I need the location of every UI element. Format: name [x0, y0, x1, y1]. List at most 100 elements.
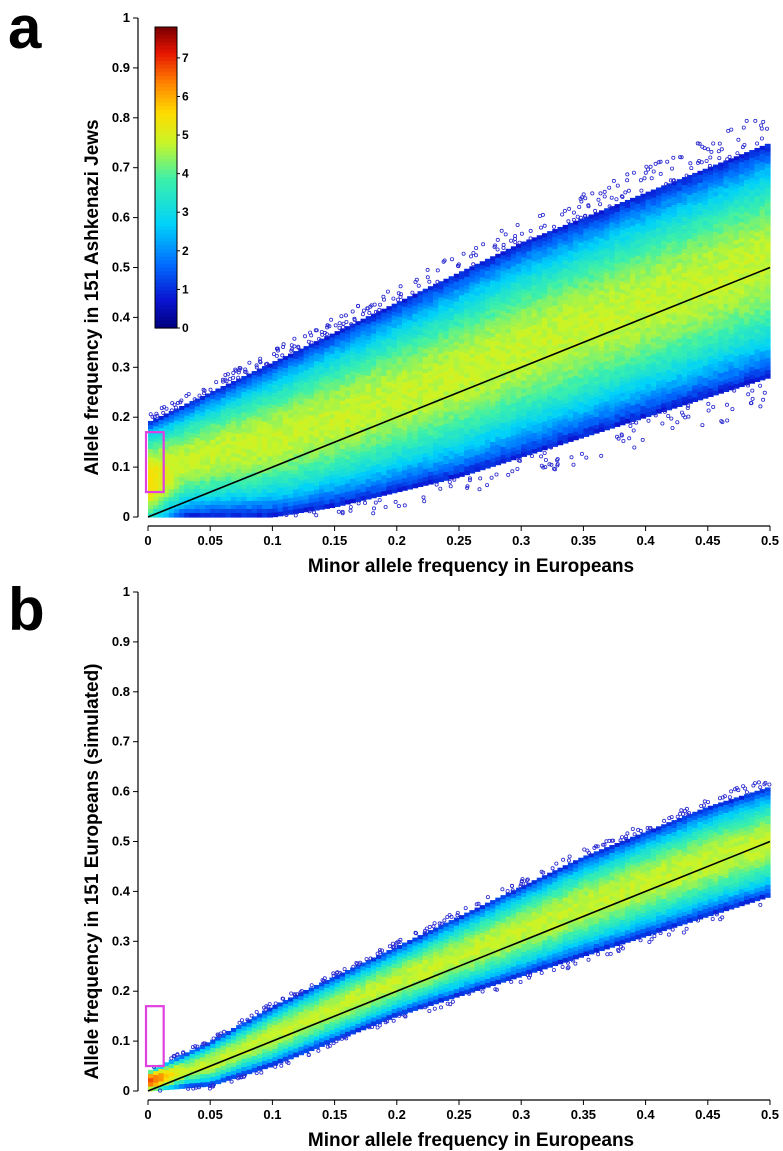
outlier-point [181, 1050, 186, 1055]
outlier-point [639, 188, 644, 193]
outlier-point [706, 147, 711, 152]
outlier-point [150, 414, 155, 419]
x-axis-title: Minor allele frequency in Europeans [308, 1130, 634, 1151]
y-tick-label: 0.6 [112, 210, 130, 225]
outlier-point [381, 297, 386, 302]
outlier-point [717, 141, 722, 146]
outlier-point [448, 1002, 453, 1007]
outlier-point [225, 372, 230, 377]
outlier-point [689, 166, 694, 171]
outlier-point [684, 173, 689, 178]
outlier-point [623, 190, 628, 195]
outlier-point [658, 931, 663, 936]
y-tick-label: 0.1 [112, 1033, 130, 1048]
y-axis-title: Allele frequency in 151 Ashkenazi Jews [82, 119, 103, 475]
outlier-point [569, 455, 574, 460]
outlier-point [355, 303, 360, 308]
outlier-point [620, 835, 625, 840]
outlier-point [377, 1023, 382, 1028]
outlier-point [645, 826, 650, 831]
outlier-point [356, 501, 361, 506]
outlier-point [668, 178, 673, 183]
outlier-point [495, 237, 500, 242]
outlier-point [348, 505, 353, 510]
outlier-point [495, 247, 500, 252]
outlier-point [615, 434, 620, 439]
outlier-point [302, 334, 307, 339]
outlier-point [515, 466, 520, 471]
y-tick-label: 0.2 [112, 983, 130, 998]
outlier-point [632, 445, 637, 450]
outlier-point [281, 344, 286, 349]
y-tick-label: 0 [123, 509, 130, 524]
outlier-point [503, 232, 508, 237]
outlier-point [584, 455, 589, 460]
y-tick-label: 1 [123, 10, 130, 25]
outlier-point [456, 264, 461, 269]
outlier-point [708, 155, 713, 160]
outlier-point [275, 348, 280, 353]
outlier-point [510, 888, 515, 893]
outlier-point [725, 157, 730, 162]
outlier-point [202, 391, 207, 396]
outlier-point [720, 795, 725, 800]
outlier-point [427, 279, 432, 284]
outlier-point [501, 245, 506, 250]
outlier-point [700, 423, 705, 428]
outlier-point [709, 149, 714, 154]
outlier-point [339, 1036, 344, 1041]
outlier-point [671, 178, 676, 183]
outlier-point [423, 1005, 428, 1010]
outlier-point [607, 204, 612, 209]
colorbar-tick-label: 4 [182, 167, 189, 181]
outlier-point [513, 236, 518, 241]
outlier-point [432, 921, 437, 926]
density-heatmap [148, 787, 771, 1092]
outlier-point [455, 913, 460, 918]
outlier-point [162, 405, 167, 410]
outlier-point [434, 482, 439, 487]
outlier-point [525, 973, 530, 978]
outlier-point [643, 170, 648, 175]
outlier-point [343, 313, 348, 318]
outlier-point [373, 309, 378, 314]
outlier-point [605, 952, 610, 957]
colorbar-tick-label: 6 [182, 89, 189, 103]
outlier-point [528, 228, 533, 233]
outlier-point [421, 495, 426, 500]
outlier-point [333, 323, 338, 328]
outlier-point [636, 827, 641, 832]
outlier-point [468, 254, 473, 259]
outlier-point [481, 242, 486, 247]
outlier-point [670, 927, 675, 932]
outlier-point [601, 842, 606, 847]
outlier-point [575, 214, 580, 219]
outlier-point [467, 478, 472, 483]
x-tick-label: 0.5 [761, 1107, 779, 1122]
outlier-point [396, 503, 401, 508]
outlier-point [172, 1053, 177, 1058]
outlier-point [161, 410, 166, 415]
outlier-point [750, 388, 755, 393]
outlier-point [437, 921, 442, 926]
outlier-point [385, 1019, 390, 1024]
outlier-point [638, 178, 643, 183]
outlier-point [341, 321, 346, 326]
x-tick-label: 0.2 [388, 1107, 406, 1122]
y-tick-label: 0.5 [112, 834, 130, 849]
outlier-point [660, 421, 665, 426]
outlier-point [550, 866, 555, 871]
outlier-point [397, 1013, 402, 1018]
outlier-point [513, 240, 518, 245]
outlier-point [743, 786, 748, 791]
outlier-point [494, 472, 499, 477]
outlier-point [449, 257, 454, 262]
outlier-point [223, 372, 228, 377]
colorbar-tick-label: 2 [182, 244, 189, 258]
y-tick-label: 0.7 [112, 734, 130, 749]
outlier-point [609, 195, 614, 200]
outlier-point [509, 979, 514, 984]
outlier-point [611, 838, 616, 843]
colorbar-tick-label: 0 [182, 321, 189, 335]
outlier-point [414, 277, 419, 282]
